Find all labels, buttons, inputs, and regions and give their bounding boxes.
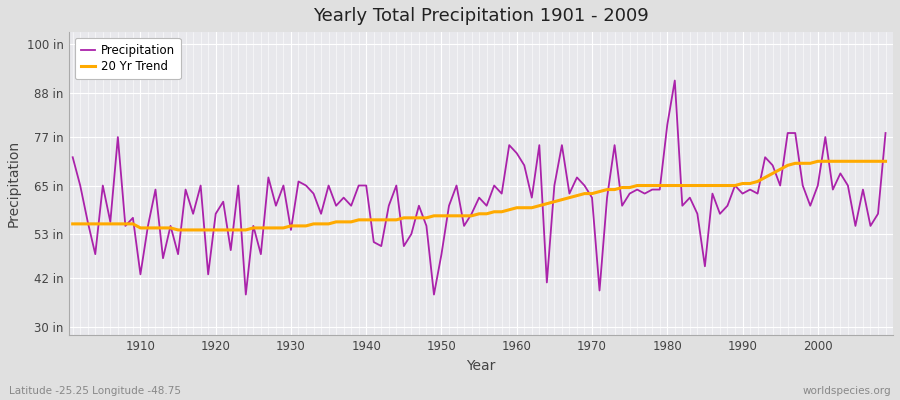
20 Yr Trend [609,187,620,192]
Y-axis label: Precipitation: Precipitation [7,140,21,227]
Title: Yearly Total Precipitation 1901 - 2009: Yearly Total Precipitation 1901 - 2009 [313,7,649,25]
20 Yr Trend [813,159,824,164]
Text: Latitude -25.25 Longitude -48.75: Latitude -25.25 Longitude -48.75 [9,386,181,396]
20 Yr Trend [511,205,522,210]
Precipitation [68,155,78,160]
Precipitation [128,216,139,220]
Legend: Precipitation, 20 Yr Trend: Precipitation, 20 Yr Trend [75,38,181,79]
Text: worldspecies.org: worldspecies.org [803,386,891,396]
20 Yr Trend [880,159,891,164]
20 Yr Trend [173,228,184,232]
Precipitation [670,78,680,83]
20 Yr Trend [519,205,530,210]
Precipitation [346,203,356,208]
Line: Precipitation: Precipitation [73,80,886,294]
Precipitation [240,292,251,297]
X-axis label: Year: Year [466,359,496,373]
Precipitation [511,151,522,156]
20 Yr Trend [301,224,311,228]
20 Yr Trend [346,220,356,224]
Precipitation [519,163,530,168]
Precipitation [301,183,311,188]
Precipitation [880,131,891,136]
Line: 20 Yr Trend: 20 Yr Trend [73,161,886,230]
20 Yr Trend [128,222,139,226]
20 Yr Trend [68,222,78,226]
Precipitation [609,143,620,148]
